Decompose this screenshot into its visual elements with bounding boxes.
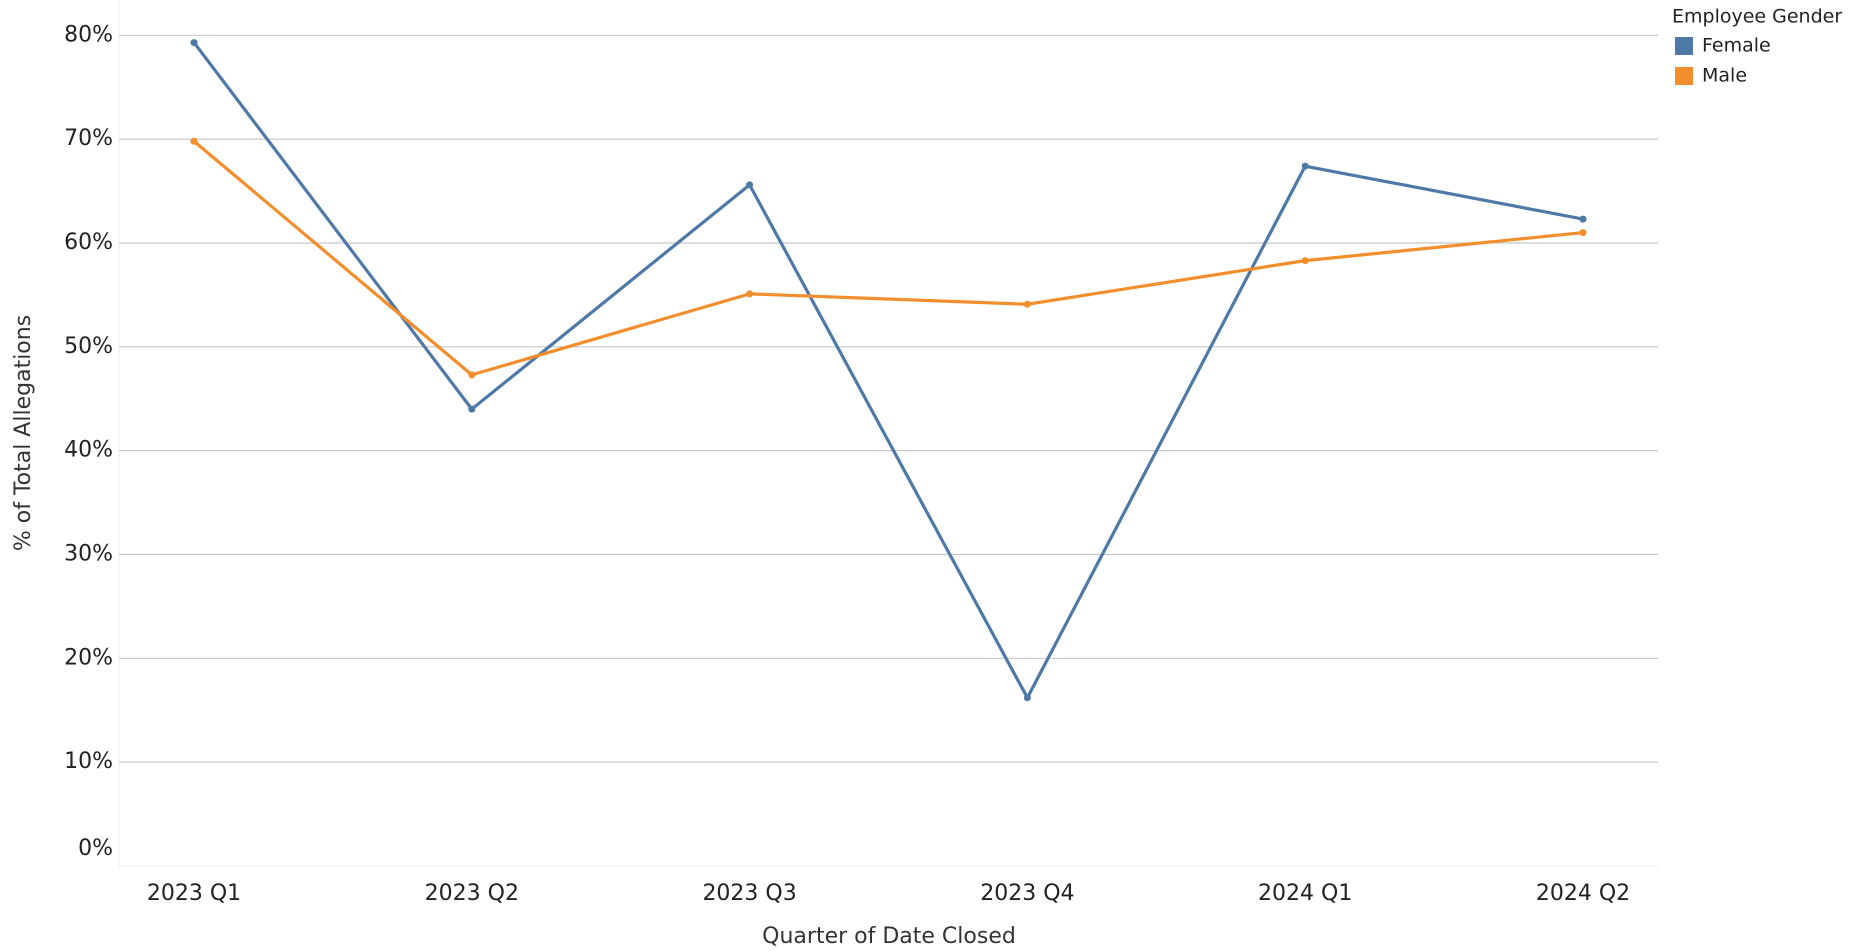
data-point	[746, 290, 754, 298]
x-tick-label: 2023 Q4	[980, 881, 1074, 906]
series-line	[192, 139, 1584, 377]
y-tick-label: 70%	[64, 126, 113, 151]
data-point	[1023, 694, 1031, 702]
data-point	[190, 39, 198, 47]
legend-swatch	[1675, 67, 1693, 85]
y-tick-label: 40%	[64, 438, 113, 463]
y-tick-label: 80%	[64, 22, 113, 47]
legend-swatch	[1675, 37, 1693, 55]
x-tick-label: 2023 Q2	[425, 881, 519, 906]
x-axis-title: Quarter of Date Closed	[762, 924, 1016, 949]
series-line	[192, 41, 1584, 700]
legend-label: Female	[1702, 35, 1771, 57]
data-point	[1301, 162, 1309, 170]
data-point	[190, 137, 198, 145]
data-point	[746, 181, 754, 189]
y-tick-label: 50%	[64, 334, 113, 359]
x-tick-label: 2023 Q1	[147, 881, 241, 906]
legend-title: Employee Gender	[1672, 6, 1842, 28]
x-tick-label: 2024 Q1	[1258, 881, 1352, 906]
data-point	[468, 371, 476, 379]
x-tick-label: 2024 Q2	[1536, 881, 1630, 906]
y-tick-label: 10%	[64, 749, 113, 774]
y-axis-title: % of Total Allegations	[11, 315, 36, 551]
x-tick-label: 2023 Q3	[702, 881, 796, 906]
data-point	[468, 405, 476, 413]
y-tick-label: 20%	[64, 645, 113, 670]
data-point	[1579, 215, 1587, 223]
y-tick-label: 60%	[64, 230, 113, 255]
data-point	[1023, 300, 1031, 308]
data-point	[1301, 257, 1309, 265]
y-tick-label: 30%	[64, 541, 113, 566]
legend-label: Male	[1702, 65, 1747, 87]
y-tick-label: 0%	[78, 836, 113, 861]
data-point	[1579, 229, 1587, 237]
